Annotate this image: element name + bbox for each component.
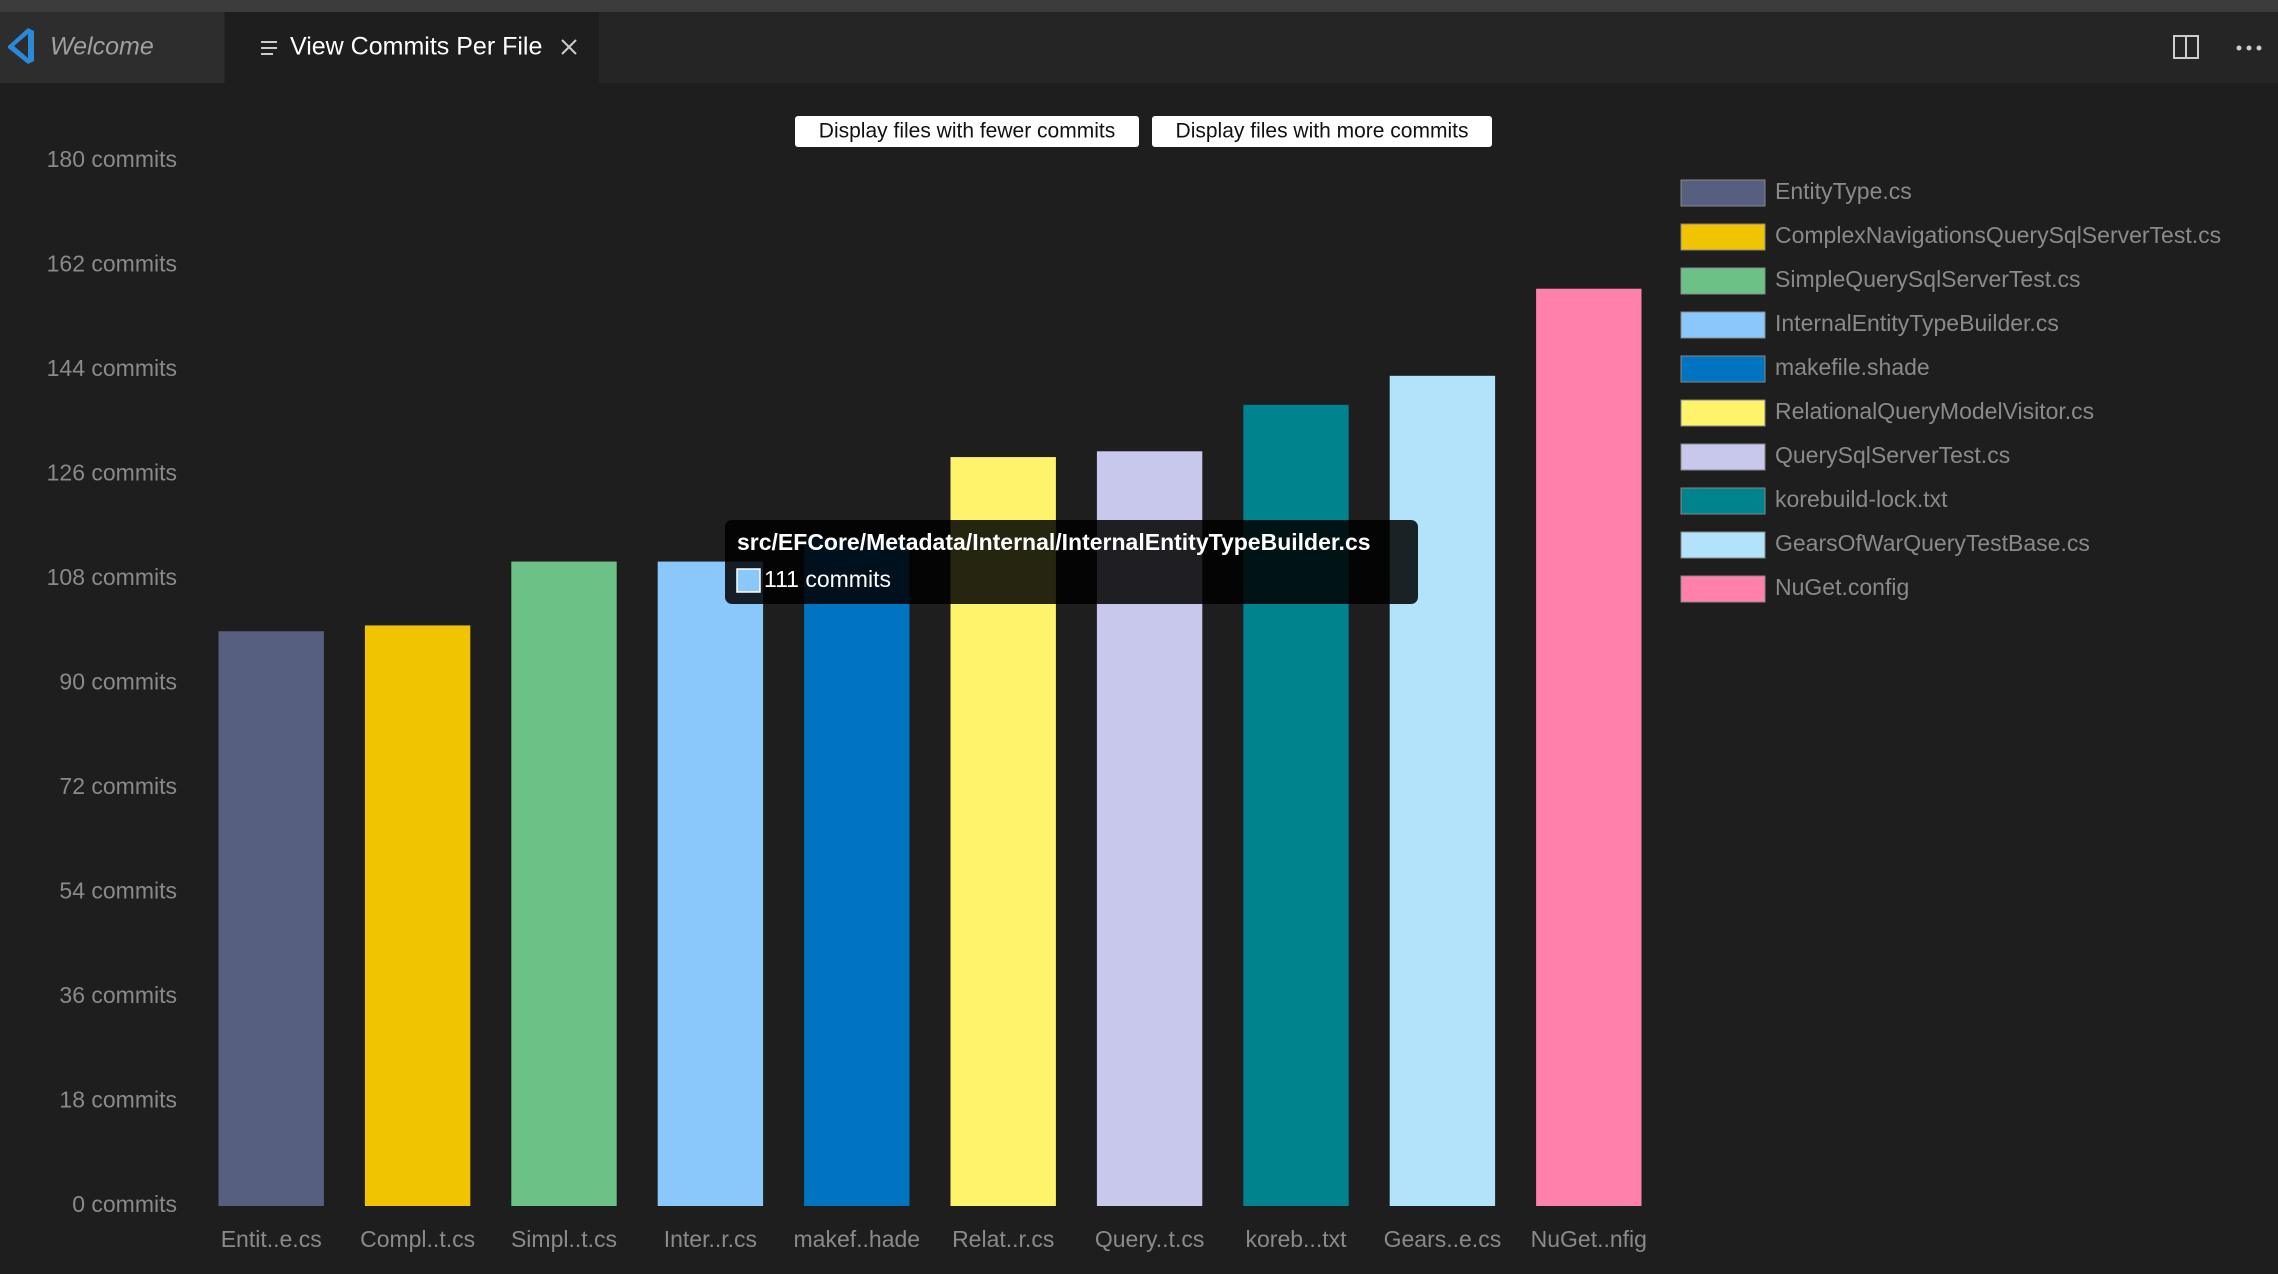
legend-swatch — [1680, 311, 1766, 339]
bar — [218, 631, 324, 1206]
legend-swatch — [1680, 355, 1766, 383]
legend-swatch — [1680, 575, 1766, 603]
x-tick-label: makef..hade — [794, 1226, 921, 1252]
tooltip-background — [725, 520, 1418, 604]
tooltip: src/EFCore/Metadata/Internal/InternalEnt… — [725, 520, 1418, 604]
button-background — [1152, 116, 1492, 147]
y-tick-label: 0 commits — [72, 1191, 177, 1217]
split-editor-icon[interactable] — [2173, 35, 2199, 59]
title-strip — [0, 0, 2278, 12]
more-actions-icon[interactable] — [2236, 45, 2262, 51]
legend-swatch — [1680, 443, 1766, 471]
chart: 0 commits 18 commits 36 commits 54 commits 7… — [47, 146, 2222, 1252]
x-tick-label: Entit..e.cs — [221, 1226, 322, 1252]
legend-swatch — [1680, 179, 1766, 207]
button-label: Display files with fewer commits — [819, 120, 1115, 143]
dot — [2256, 45, 2262, 51]
y-tick-label: 18 commits — [59, 1087, 177, 1113]
y-tick-label: 90 commits — [59, 669, 177, 695]
legend-label: makefile.shade — [1775, 354, 1930, 380]
x-tick-label: Gears..e.cs — [1384, 1226, 1502, 1252]
welcome-tab[interactable]: Welcome — [0, 12, 224, 83]
x-tick-label: Inter..r.cs — [664, 1226, 757, 1252]
close-icon[interactable] — [561, 39, 577, 55]
legend-label: RelationalQueryModelVisitor.cs — [1775, 398, 2094, 424]
legend-label: QuerySqlServerTest.cs — [1775, 442, 2010, 468]
tab-background — [225, 12, 599, 83]
legend-label: EntityType.cs — [1775, 178, 1912, 204]
legend-swatch — [1680, 267, 1766, 295]
dot — [2246, 45, 2252, 51]
dot — [2236, 45, 2242, 51]
y-tick-label: 180 commits — [47, 146, 177, 172]
more-button[interactable]: Display files with more commits — [1152, 116, 1492, 147]
bar — [364, 625, 471, 1206]
y-tick-label: 36 commits — [59, 982, 177, 1008]
y-tick-label: 144 commits — [47, 355, 177, 381]
tab-label: View Commits Per File — [290, 33, 542, 61]
legend-label: NuGet.config — [1775, 574, 1909, 600]
y-tick-label: 72 commits — [59, 773, 177, 799]
bar — [804, 538, 910, 1206]
active-tab[interactable]: View Commits Per File — [225, 12, 599, 83]
y-tick-label: 162 commits — [47, 251, 177, 277]
button-label: Display files with more commits — [1176, 120, 1469, 143]
tab-background — [0, 12, 224, 83]
legend-swatch — [1680, 531, 1766, 559]
tooltip-text: 111 commits — [764, 566, 891, 592]
legend-label: SimpleQuerySqlServerTest.cs — [1775, 266, 2081, 292]
x-tick-label: NuGet..nfig — [1531, 1226, 1647, 1252]
x-tick-label: koreb...txt — [1246, 1226, 1348, 1252]
legend-label: GearsOfWarQueryTestBase.cs — [1775, 530, 2090, 556]
button-background — [795, 116, 1139, 147]
bar — [1536, 288, 1642, 1206]
legend-swatch — [1680, 223, 1766, 251]
x-tick-label: Simpl..t.cs — [511, 1226, 617, 1252]
legend-label: InternalEntityTypeBuilder.cs — [1775, 310, 2059, 336]
y-tick-label: 54 commits — [59, 878, 177, 904]
bar — [1389, 375, 1496, 1206]
bar — [657, 561, 764, 1206]
file-icon — [261, 41, 277, 55]
x-tick-label: Query..t.cs — [1095, 1226, 1205, 1252]
tooltip-swatch — [736, 568, 761, 593]
fewer-button[interactable]: Display files with fewer commits — [795, 116, 1139, 147]
y-tick-label: 126 commits — [47, 460, 177, 486]
legend-label: korebuild-lock.txt — [1775, 486, 1948, 512]
bar — [511, 561, 617, 1206]
x-tick-label: Relat..r.cs — [952, 1226, 1054, 1252]
legend-swatch — [1680, 399, 1766, 427]
tab-label: Welcome — [50, 33, 154, 61]
legend-swatch — [1680, 487, 1766, 515]
x-tick-label: Compl..t.cs — [360, 1226, 475, 1252]
y-tick-label: 108 commits — [47, 564, 177, 590]
vscode-icon — [8, 28, 34, 64]
legend-label: ComplexNavigationsQuerySqlServerTest.cs — [1775, 222, 2221, 248]
tooltip-title: src/EFCore/Metadata/Internal/InternalEnt… — [737, 529, 1371, 555]
